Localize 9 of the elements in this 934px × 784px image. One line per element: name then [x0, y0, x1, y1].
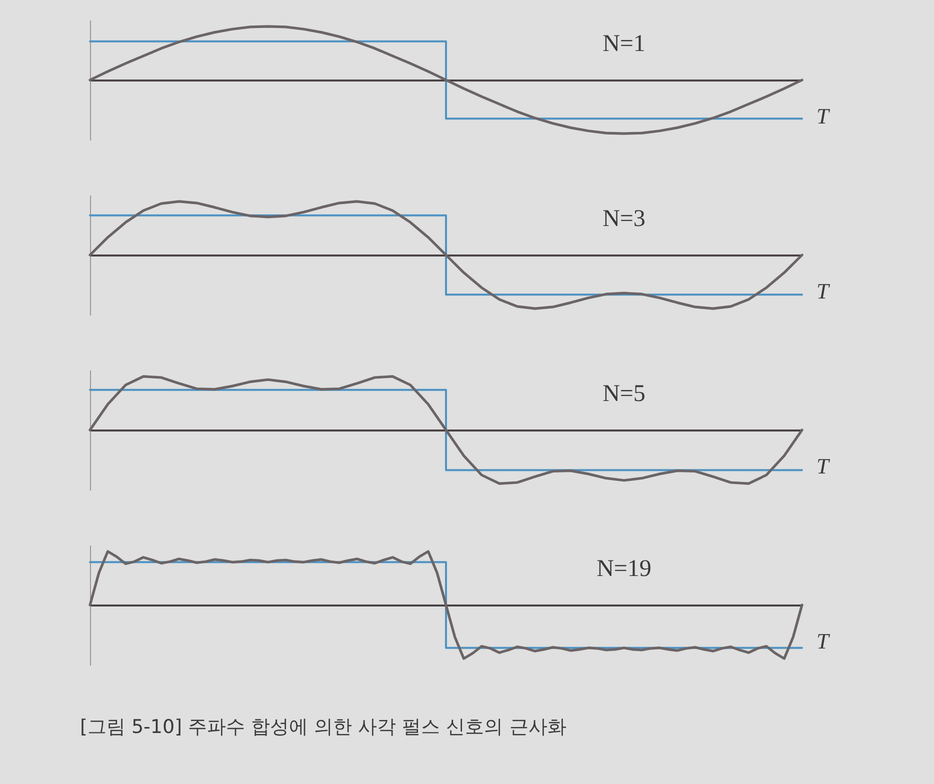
annotation: N=19	[596, 556, 652, 582]
text: [그림 5-10] 주파수 합성에 의한 사각 펄스 신호의 근사화	[80, 716, 566, 738]
x-axis-title: T	[816, 628, 830, 654]
annotation: N=1	[602, 31, 646, 57]
x-axis-title: T	[816, 278, 830, 304]
annotation: N=5	[602, 381, 646, 407]
x-axis-title: T	[816, 104, 830, 128]
x-axis-title: T	[816, 454, 830, 478]
annotation: N=3	[602, 206, 646, 232]
